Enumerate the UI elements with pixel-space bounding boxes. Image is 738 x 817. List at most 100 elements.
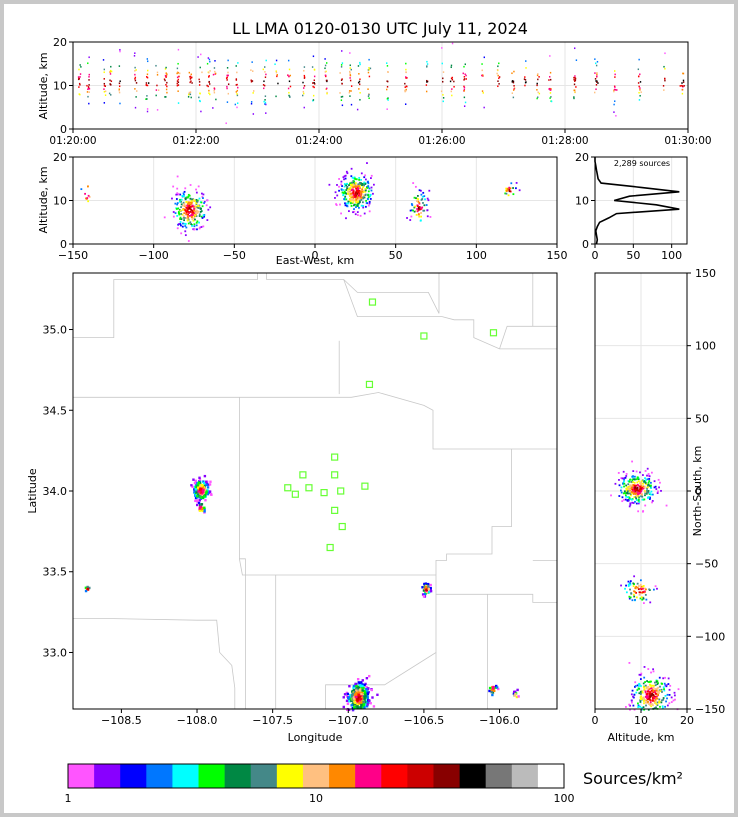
source-point (550, 96, 552, 98)
source-point (191, 204, 194, 207)
source-point (352, 177, 355, 180)
source-point (368, 97, 370, 100)
source-point (673, 694, 676, 697)
source-point (355, 194, 358, 197)
source-point (196, 228, 198, 231)
source-point (335, 203, 337, 206)
source-point (573, 83, 576, 86)
source-point (639, 678, 642, 680)
figure-frame: LL LMA 0120-0130 UTC July 11, 2024 01:20… (4, 4, 734, 813)
p5-x-label: 10 (634, 714, 648, 727)
source-point (360, 681, 363, 684)
source-point (362, 196, 365, 199)
source-point (673, 691, 676, 694)
source-point (188, 194, 191, 197)
source-point (418, 202, 421, 205)
source-point (497, 85, 499, 88)
source-point (652, 684, 655, 687)
source-point (176, 192, 179, 195)
source-point (198, 213, 201, 216)
source-point (191, 210, 194, 212)
source-point (537, 91, 539, 94)
source-point (202, 482, 206, 485)
source-point (359, 697, 362, 701)
source-point (644, 681, 646, 683)
source-point (84, 586, 88, 590)
source-point (191, 218, 194, 220)
colorbar-swatch (459, 764, 486, 788)
source-point (200, 210, 203, 212)
source-point (334, 197, 336, 199)
source-point (641, 495, 644, 498)
source-point (646, 467, 649, 470)
source-point (352, 191, 355, 194)
source-point (206, 62, 209, 65)
source-point (204, 492, 208, 495)
source-point (637, 82, 640, 84)
source-point (463, 86, 466, 89)
source-point (226, 101, 229, 103)
source-point (364, 182, 367, 185)
source-point (633, 496, 636, 499)
county-boundary (73, 618, 236, 709)
source-point (203, 488, 207, 492)
source-point (311, 66, 314, 68)
source-point (646, 491, 648, 494)
source-point (80, 66, 82, 68)
source-point (288, 80, 291, 83)
source-point (644, 684, 647, 687)
source-point (667, 677, 670, 680)
source-point (177, 193, 180, 196)
source-point (303, 85, 306, 87)
source-point (626, 491, 629, 494)
source-point (367, 71, 370, 74)
lma-station-marker (331, 453, 339, 461)
p1-y-label: 10 (53, 80, 67, 93)
source-point (595, 88, 597, 91)
source-point (192, 211, 195, 214)
source-point (349, 95, 351, 97)
source-point (190, 73, 192, 76)
p2-y-label: 20 (53, 151, 67, 164)
source-point (637, 499, 640, 502)
p1-x-label: 01:24:00 (295, 135, 342, 147)
source-point (537, 73, 539, 75)
source-point (349, 695, 352, 698)
county-boundary (499, 325, 557, 350)
source-point (411, 209, 413, 212)
source-point (574, 91, 577, 93)
source-point (146, 110, 149, 113)
source-point (420, 198, 423, 201)
source-point (342, 696, 345, 699)
source-point (227, 71, 229, 74)
source-point (180, 218, 183, 221)
source-point (194, 214, 197, 217)
source-point (637, 480, 640, 483)
county-boundary (239, 397, 557, 603)
source-point (356, 204, 359, 207)
source-point (362, 700, 365, 703)
source-point (647, 701, 649, 703)
source-point (187, 207, 189, 210)
source-point (622, 470, 625, 473)
source-point (192, 199, 195, 201)
source-point (349, 196, 352, 199)
source-point (79, 76, 81, 78)
source-point (660, 682, 663, 685)
source-point (192, 478, 195, 481)
source-point (353, 204, 355, 207)
source-point (236, 94, 239, 97)
source-point (350, 183, 353, 186)
source-point (236, 102, 239, 105)
source-point (362, 189, 365, 192)
source-point (640, 490, 643, 493)
source-point (356, 190, 359, 193)
source-point (176, 193, 179, 196)
source-point (637, 704, 640, 707)
source-point (193, 490, 197, 493)
source-point (364, 189, 367, 192)
source-point (348, 685, 351, 688)
source-point (352, 193, 355, 196)
source-point (366, 162, 368, 164)
source-point (203, 215, 206, 218)
